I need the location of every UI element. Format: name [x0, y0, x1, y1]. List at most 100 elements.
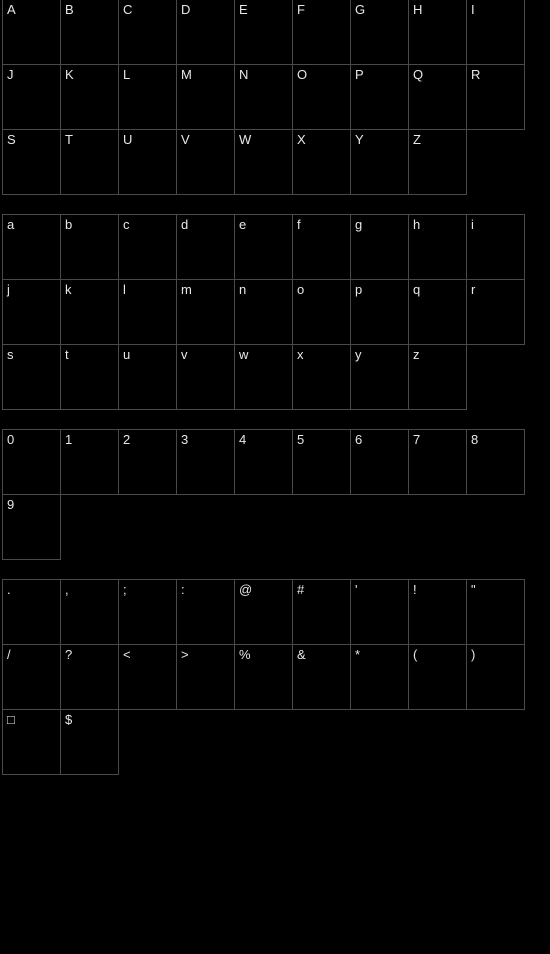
- glyph-label: ): [471, 648, 520, 661]
- glyph-cell: L: [118, 64, 177, 130]
- glyph-cell: V: [176, 129, 235, 195]
- section-lowercase: abcdefghijklmnopqrstuvwxyz: [3, 215, 550, 410]
- glyph-cell: 0: [2, 429, 61, 495]
- glyph-label: g: [355, 218, 404, 231]
- glyph-label: q: [413, 283, 462, 296]
- glyph-cell: n: [234, 279, 293, 345]
- glyph-cell: T: [60, 129, 119, 195]
- glyph-cell: U: [118, 129, 177, 195]
- glyph-cell: A: [2, 0, 61, 65]
- glyph-cell: 7: [408, 429, 467, 495]
- glyph-label: A: [7, 3, 56, 16]
- glyph-cell: 1: [60, 429, 119, 495]
- glyph-label: p: [355, 283, 404, 296]
- glyph-label: 0: [7, 433, 56, 446]
- glyph-cell: 6: [350, 429, 409, 495]
- glyph-cell: k: [60, 279, 119, 345]
- glyph-cell: E: [234, 0, 293, 65]
- glyph-label: n: [239, 283, 288, 296]
- glyph-label: N: [239, 68, 288, 81]
- glyph-cell: h: [408, 214, 467, 280]
- glyph-cell: a: [2, 214, 61, 280]
- glyph-cell: >: [176, 644, 235, 710]
- glyph-label: s: [7, 348, 56, 361]
- glyph-cell: S: [2, 129, 61, 195]
- glyph-label: Z: [413, 133, 462, 146]
- glyph-label: X: [297, 133, 346, 146]
- glyph-cell: 5: [292, 429, 351, 495]
- glyph-label: ;: [123, 583, 172, 596]
- glyph-cell: &: [292, 644, 351, 710]
- glyph-label: k: [65, 283, 114, 296]
- glyph-label: V: [181, 133, 230, 146]
- glyph-cell: 3: [176, 429, 235, 495]
- glyph-cell: I: [466, 0, 525, 65]
- glyph-label: K: [65, 68, 114, 81]
- glyph-cell: o: [292, 279, 351, 345]
- glyph-label: 3: [181, 433, 230, 446]
- glyph-cell: s: [2, 344, 61, 410]
- glyph-cell: *: [350, 644, 409, 710]
- glyph-label: !: [413, 583, 462, 596]
- glyph-label: j: [7, 283, 56, 296]
- glyph-cell: ,: [60, 579, 119, 645]
- glyph-label: d: [181, 218, 230, 231]
- glyph-label: B: [65, 3, 114, 16]
- glyph-cell: j: [2, 279, 61, 345]
- glyph-cell: (: [408, 644, 467, 710]
- glyph-cell: w: [234, 344, 293, 410]
- glyph-label: c: [123, 218, 172, 231]
- glyph-cell: P: [350, 64, 409, 130]
- glyph-label: :: [181, 583, 230, 596]
- glyph-label: a: [7, 218, 56, 231]
- glyph-cell: @: [234, 579, 293, 645]
- glyph-cell: <: [118, 644, 177, 710]
- glyph-label: ,: [65, 583, 114, 596]
- glyph-cell: c: [118, 214, 177, 280]
- glyph-cell: r: [466, 279, 525, 345]
- glyph-label: z: [413, 348, 462, 361]
- glyph-label: D: [181, 3, 230, 16]
- glyph-label: F: [297, 3, 346, 16]
- glyph-cell: C: [118, 0, 177, 65]
- glyph-cell: d: [176, 214, 235, 280]
- glyph-label: %: [239, 648, 288, 661]
- glyph-label: @: [239, 583, 288, 596]
- glyph-cell: N: [234, 64, 293, 130]
- glyph-label: 4: [239, 433, 288, 446]
- glyph-cell: m: [176, 279, 235, 345]
- glyph-label: E: [239, 3, 288, 16]
- glyph-cell: l: [118, 279, 177, 345]
- glyph-cell: Z: [408, 129, 467, 195]
- section-digits: 0123456789: [3, 430, 550, 560]
- glyph-cell: i: [466, 214, 525, 280]
- glyph-label: &: [297, 648, 346, 661]
- glyph-cell: /: [2, 644, 61, 710]
- glyph-cell: .: [2, 579, 61, 645]
- glyph-label: 5: [297, 433, 346, 446]
- glyph-label: y: [355, 348, 404, 361]
- glyph-label: Q: [413, 68, 462, 81]
- glyph-label: 7: [413, 433, 462, 446]
- glyph-label: U: [123, 133, 172, 146]
- glyph-label: (: [413, 648, 462, 661]
- glyph-cell: !: [408, 579, 467, 645]
- glyph-cell: g: [350, 214, 409, 280]
- glyph-cell: □: [2, 709, 61, 775]
- glyph-cell: x: [292, 344, 351, 410]
- glyph-cell: Q: [408, 64, 467, 130]
- glyph-cell: X: [292, 129, 351, 195]
- glyph-label: i: [471, 218, 520, 231]
- glyph-cell: R: [466, 64, 525, 130]
- glyph-cell: F: [292, 0, 351, 65]
- glyph-cell: ?: [60, 644, 119, 710]
- glyph-label: S: [7, 133, 56, 146]
- glyph-label: 2: [123, 433, 172, 446]
- glyph-cell: ): [466, 644, 525, 710]
- glyph-label: O: [297, 68, 346, 81]
- glyph-cell: ": [466, 579, 525, 645]
- glyph-cell: b: [60, 214, 119, 280]
- glyph-cell: u: [118, 344, 177, 410]
- glyph-label: W: [239, 133, 288, 146]
- glyph-label: f: [297, 218, 346, 231]
